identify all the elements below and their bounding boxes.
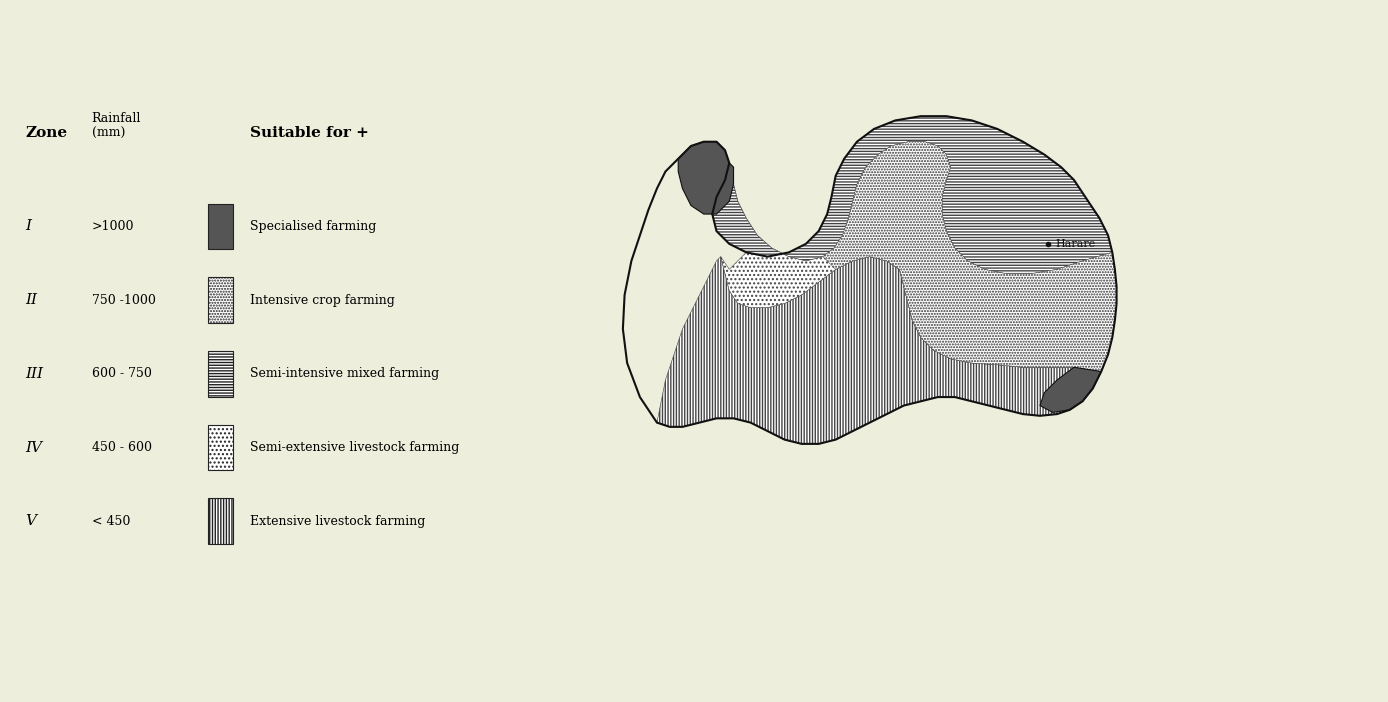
Text: V: V <box>25 515 36 528</box>
Bar <box>208 498 233 544</box>
Text: Extensive livestock farming: Extensive livestock farming <box>250 515 425 528</box>
Polygon shape <box>657 257 1101 444</box>
Text: Suitable for +: Suitable for + <box>250 126 369 140</box>
Text: 450 - 600: 450 - 600 <box>92 441 151 454</box>
Text: II: II <box>25 293 37 307</box>
Text: III: III <box>25 367 43 380</box>
Text: Harare: Harare <box>1055 239 1095 249</box>
Polygon shape <box>712 142 1116 371</box>
Bar <box>208 277 233 323</box>
Text: Semi-extensive livestock farming: Semi-extensive livestock farming <box>250 441 459 454</box>
Text: Zone: Zone <box>25 126 67 140</box>
Polygon shape <box>712 116 1112 274</box>
Text: < 450: < 450 <box>92 515 130 528</box>
Bar <box>208 351 233 397</box>
Text: IV: IV <box>25 441 42 454</box>
Bar <box>208 204 233 249</box>
Polygon shape <box>679 142 733 214</box>
Text: 600 - 750: 600 - 750 <box>92 367 151 380</box>
Text: Specialised farming: Specialised farming <box>250 220 376 233</box>
Text: I: I <box>25 220 31 233</box>
Text: Intensive crop farming: Intensive crop farming <box>250 293 394 307</box>
Text: >1000: >1000 <box>92 220 135 233</box>
Text: Semi-intensive mixed farming: Semi-intensive mixed farming <box>250 367 439 380</box>
Bar <box>208 425 233 470</box>
Polygon shape <box>1040 367 1101 412</box>
Text: 750 -1000: 750 -1000 <box>92 293 155 307</box>
Polygon shape <box>823 116 1116 371</box>
Text: Rainfall
(mm): Rainfall (mm) <box>92 112 142 140</box>
